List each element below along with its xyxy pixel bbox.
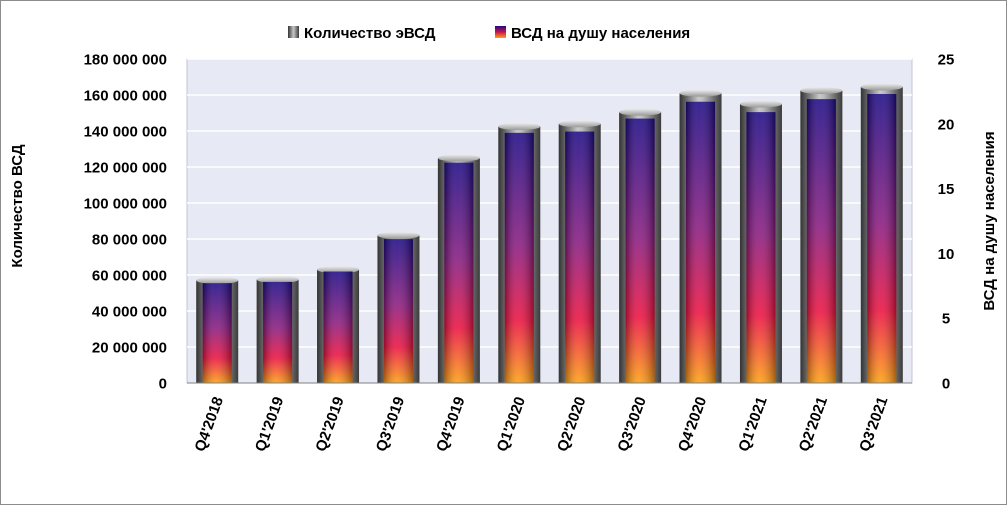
bar-vsd-per-capita-shading xyxy=(806,99,836,384)
legend: Количество эВСД ВСД на душу населения xyxy=(288,25,690,42)
legend-swatch-series-1 xyxy=(288,26,299,38)
y2-axis-ticks: 0 5 10 15 20 25 xyxy=(938,52,955,393)
bar-count-evsd-cap xyxy=(558,120,601,128)
bar-vsd-per-capita-shading xyxy=(383,239,413,383)
bar-vsd-per-capita-shading xyxy=(323,271,353,383)
gridlines xyxy=(187,58,912,348)
x-tick-label: Q3'2019 xyxy=(373,395,408,454)
bar-vsd-per-capita-shading xyxy=(444,162,474,383)
bar-vsd-per-capita-shading xyxy=(504,132,534,383)
bar-group xyxy=(317,266,360,383)
y2-tick-label: 5 xyxy=(942,311,950,328)
y-tick-label: 60 000 000 xyxy=(92,268,167,285)
bars-group xyxy=(196,83,903,384)
bar-group xyxy=(498,123,541,383)
x-tick-label: Q2'2020 xyxy=(554,395,589,454)
bar-group xyxy=(860,83,903,384)
x-tick-label: Q3'2020 xyxy=(614,395,649,454)
bar-count-evsd-cap xyxy=(800,87,843,94)
bar-group xyxy=(619,108,662,383)
plot-background xyxy=(186,58,913,384)
x-tick-label: Q4'2019 xyxy=(433,395,468,454)
bar-count-evsd-cap xyxy=(739,100,782,108)
x-tick-label: Q3'2021 xyxy=(856,395,891,454)
bar-vsd-per-capita-shading xyxy=(746,112,776,384)
y-tick-label: 160 000 000 xyxy=(84,88,167,105)
y-tick-label: 20 000 000 xyxy=(92,340,167,357)
y-tick-label: 80 000 000 xyxy=(92,232,167,249)
bar-count-evsd-cap xyxy=(679,89,722,97)
legend-label-series-1: Количество эВСД xyxy=(304,25,436,42)
bar-group xyxy=(679,89,722,383)
x-tick-label: Q1'2021 xyxy=(735,395,770,454)
bar-group xyxy=(437,154,480,383)
bar-count-evsd-cap xyxy=(256,276,299,283)
legend-swatch-series-2 xyxy=(495,26,506,38)
y2-tick-label: 15 xyxy=(938,181,955,198)
y2-tick-label: 0 xyxy=(942,376,950,393)
bar-group xyxy=(800,87,843,384)
y-tick-label: 180 000 000 xyxy=(84,52,167,69)
bar-group xyxy=(256,276,299,383)
x-tick-label: Q1'2019 xyxy=(252,395,287,454)
x-tick-label: Q2'2019 xyxy=(312,395,347,454)
y-tick-label: 140 000 000 xyxy=(84,124,167,141)
x-tick-label: Q4'2020 xyxy=(675,395,710,454)
bar-vsd-per-capita-shading xyxy=(565,131,595,383)
bar-group xyxy=(739,100,782,384)
y-tick-label: 100 000 000 xyxy=(84,196,167,213)
bar-count-evsd-cap xyxy=(860,83,903,91)
y2-tick-label: 25 xyxy=(938,52,955,69)
y2-tick-label: 10 xyxy=(938,246,955,263)
y-tick-label: 0 xyxy=(159,376,167,393)
bar-group xyxy=(558,120,601,384)
bar-count-evsd-cap xyxy=(317,266,360,274)
bar-vsd-per-capita-shading xyxy=(263,281,293,383)
bar-group xyxy=(377,231,420,383)
y2-axis-title: ВСД на душу населения xyxy=(981,131,998,310)
bar-vsd-per-capita-shading xyxy=(625,118,655,383)
x-axis-ticks: Q4'2018 Q1'2019 Q2'2019 Q3'2019 Q4'2019 Q1'20… xyxy=(192,395,892,454)
y-tick-label: 40 000 000 xyxy=(92,304,167,321)
bar-count-evsd-cap xyxy=(437,154,480,162)
x-tick-label: Q1'2020 xyxy=(494,395,529,454)
bar-vsd-per-capita-shading xyxy=(686,101,716,383)
bar-vsd-per-capita-shading xyxy=(202,283,232,383)
y-axis-title: Количество ВСД xyxy=(9,144,26,267)
bar-count-evsd-cap xyxy=(619,108,662,116)
bar-group xyxy=(196,276,239,383)
y2-tick-label: 20 xyxy=(938,116,955,133)
bar-count-evsd-cap xyxy=(498,123,541,130)
x-tick-label: Q4'2018 xyxy=(192,395,227,454)
y-tick-label: 120 000 000 xyxy=(84,160,167,177)
y-axis-ticks: 0 20 000 000 40 000 000 60 000 000 80 000 00… xyxy=(84,52,167,393)
bar-count-evsd-cap xyxy=(196,276,239,284)
bar-vsd-per-capita-shading xyxy=(867,93,897,383)
bar-count-evsd-cap xyxy=(377,231,420,239)
x-tick-label: Q2'2021 xyxy=(796,395,831,454)
legend-label-series-2: ВСД на душу населения xyxy=(511,25,690,42)
